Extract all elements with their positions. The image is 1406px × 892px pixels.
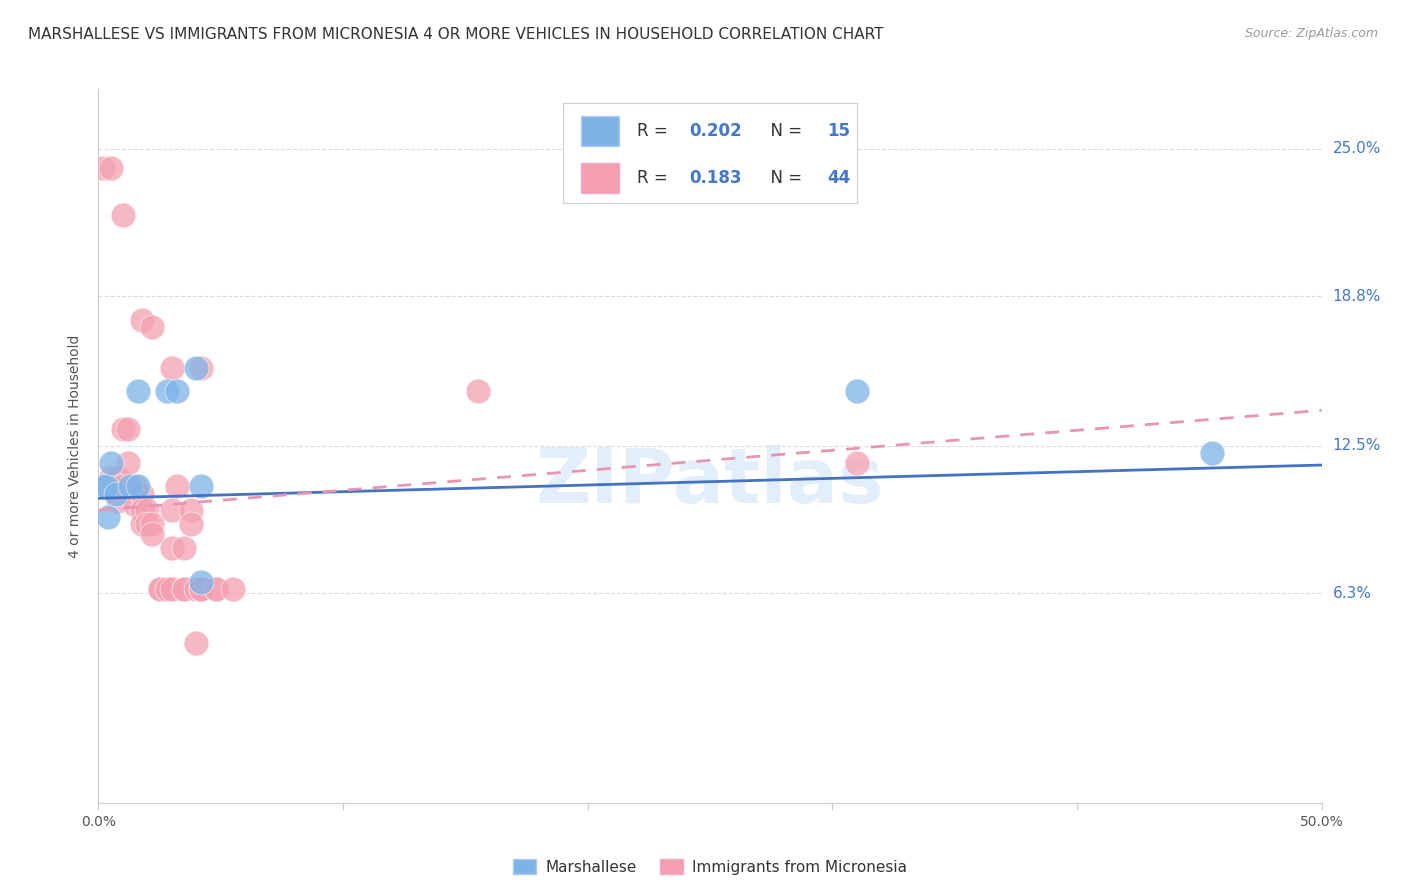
Text: 44: 44 xyxy=(828,169,851,187)
Point xyxy=(205,582,228,596)
Text: 0.183: 0.183 xyxy=(689,169,742,187)
Point xyxy=(111,422,134,436)
Point xyxy=(104,486,127,500)
Point xyxy=(111,208,134,222)
Point xyxy=(107,470,129,484)
Point xyxy=(190,574,212,589)
Point xyxy=(166,384,188,399)
Point xyxy=(141,527,163,541)
Point xyxy=(94,479,117,493)
Point xyxy=(124,479,146,493)
Point xyxy=(111,479,134,493)
Point xyxy=(173,582,195,596)
Point xyxy=(141,517,163,532)
Point xyxy=(180,503,202,517)
Text: R =: R = xyxy=(637,169,672,187)
Point xyxy=(141,320,163,334)
Point xyxy=(131,313,153,327)
Y-axis label: 4 or more Vehicles in Household: 4 or more Vehicles in Household xyxy=(69,334,83,558)
Point xyxy=(127,384,149,399)
Point xyxy=(91,479,114,493)
Point xyxy=(127,479,149,493)
Text: N =: N = xyxy=(759,169,807,187)
Text: R =: R = xyxy=(637,122,672,140)
FancyBboxPatch shape xyxy=(581,117,619,146)
Point xyxy=(190,479,212,493)
Point xyxy=(131,517,153,532)
Point xyxy=(186,360,208,375)
Point xyxy=(91,161,114,175)
Point xyxy=(467,384,489,399)
Point xyxy=(160,541,183,556)
Text: N =: N = xyxy=(759,122,807,140)
Text: 6.3%: 6.3% xyxy=(1333,586,1372,601)
Point xyxy=(190,582,212,596)
Point xyxy=(180,517,202,532)
Point xyxy=(117,422,139,436)
Legend: Marshallese, Immigrants from Micronesia: Marshallese, Immigrants from Micronesia xyxy=(508,853,912,880)
Point xyxy=(173,541,195,556)
Text: 18.8%: 18.8% xyxy=(1333,289,1381,303)
Point xyxy=(117,456,139,470)
Point xyxy=(160,503,183,517)
Point xyxy=(107,493,129,508)
Point xyxy=(131,486,153,500)
Point xyxy=(149,582,172,596)
Text: Source: ZipAtlas.com: Source: ZipAtlas.com xyxy=(1244,27,1378,40)
Point xyxy=(166,479,188,493)
Text: 25.0%: 25.0% xyxy=(1333,141,1381,156)
Point xyxy=(190,582,212,596)
Point xyxy=(156,384,179,399)
Point xyxy=(845,456,868,470)
Point xyxy=(845,384,868,399)
Point xyxy=(156,582,179,596)
Point xyxy=(205,582,228,596)
Point xyxy=(160,360,183,375)
Point xyxy=(100,161,122,175)
Point xyxy=(160,582,183,596)
FancyBboxPatch shape xyxy=(581,163,619,194)
Point xyxy=(186,636,208,650)
Text: 12.5%: 12.5% xyxy=(1333,439,1381,453)
Text: MARSHALLESE VS IMMIGRANTS FROM MICRONESIA 4 OR MORE VEHICLES IN HOUSEHOLD CORREL: MARSHALLESE VS IMMIGRANTS FROM MICRONESI… xyxy=(28,27,883,42)
Text: 0.202: 0.202 xyxy=(689,122,742,140)
Text: ZIPatlas: ZIPatlas xyxy=(536,445,884,518)
Point xyxy=(97,510,120,524)
Point xyxy=(1201,446,1223,460)
Point xyxy=(120,479,142,493)
Point xyxy=(124,499,146,513)
Point xyxy=(131,503,153,517)
Point xyxy=(149,582,172,596)
Point xyxy=(222,582,245,596)
Point xyxy=(136,503,159,517)
Text: 15: 15 xyxy=(828,122,851,140)
Point xyxy=(136,517,159,532)
Point xyxy=(100,470,122,484)
Point xyxy=(190,360,212,375)
Point xyxy=(100,456,122,470)
Point xyxy=(173,582,195,596)
Point xyxy=(186,582,208,596)
